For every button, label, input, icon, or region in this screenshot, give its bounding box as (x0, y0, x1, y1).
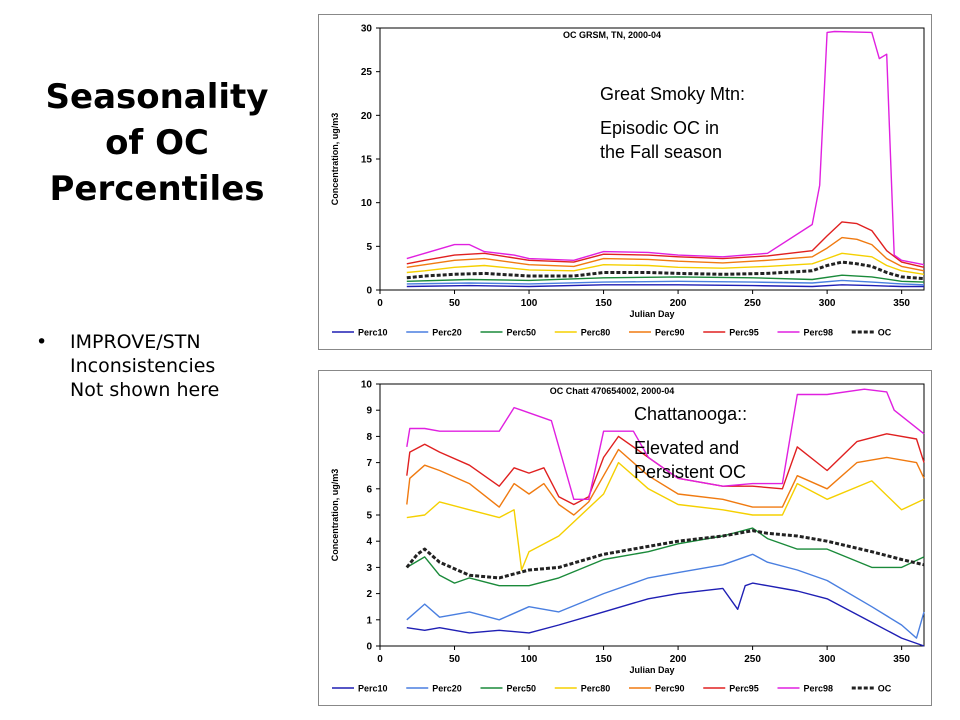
chatt-xtick-label: 350 (893, 654, 910, 665)
slide-title-line: Percentiles (49, 169, 265, 209)
chatt-frame (318, 370, 932, 706)
gsm-series-perc80 (406, 252, 925, 275)
gsm-ytick-label: 0 (366, 286, 372, 297)
chatt-series-perc98 (406, 388, 925, 501)
chatt-xtick-label: 300 (819, 654, 836, 665)
gsm-ytick-label: 15 (361, 155, 373, 166)
annotation-gsm-line: the Fall season (600, 142, 723, 162)
annotation-chatt: Chattanooga:: Elevated and Persistent OC (634, 402, 747, 484)
chatt-xtick-label: 100 (521, 654, 538, 665)
chatt-title: OC Chatt 470654002, 2000-04 (550, 386, 675, 396)
gsm-xtick-label: 200 (670, 298, 687, 309)
chart-gsm-panel: OC GRSM, TN, 2000-04 0 5 10 15 20 25 30 0 50 100 15… (318, 14, 932, 350)
gsm-ytick-label: 20 (361, 111, 373, 122)
annotation-chatt-line: Persistent OC (634, 462, 747, 482)
gsm-series-perc90 (406, 236, 925, 272)
chatt-xtick-label: 200 (670, 654, 687, 665)
chatt-series-oc (405, 529, 925, 580)
gsm-legend-label-perc98: Perc98 (804, 328, 834, 338)
chatt-legend-label-perc50: Perc50 (507, 684, 537, 694)
gsm-xlabel: Julian Day (629, 309, 674, 319)
chatt-ytick-label: 4 (366, 537, 372, 548)
annotation-gsm-line: Episodic OC in (600, 118, 720, 138)
chatt-legend-label-perc20: Perc20 (432, 684, 462, 694)
gsm-xtick-label: 350 (893, 298, 910, 309)
chatt-legend-label-perc10: Perc10 (358, 684, 388, 694)
bullet-dot: • (36, 331, 48, 353)
slide-title: Seasonality of OC Percentiles (22, 74, 292, 212)
chatt-ytick-label: 7 (366, 458, 372, 469)
gsm-xtick-label: 100 (521, 298, 538, 309)
chart-chatt-panel: OC Chatt 470654002, 2000-04 0 1 2 3 4 5 6 7 8 9 10 0… (318, 370, 932, 706)
gsm-legend-label-perc10: Perc10 (358, 328, 388, 338)
chatt-ytick-label: 10 (361, 380, 373, 391)
chatt-series-perc95 (406, 433, 925, 506)
chart-chatt-svg: OC Chatt 470654002, 2000-040123456789100… (318, 370, 932, 706)
gsm-legend-label-perc50: Perc50 (507, 328, 537, 338)
gsm-xtick-label: 250 (744, 298, 761, 309)
chatt-series-perc90 (406, 448, 925, 516)
chatt-legend-label-perc80: Perc80 (581, 684, 611, 694)
bullet-text: IMPROVE/STN Inconsistencies Not shown he… (70, 331, 220, 401)
gsm-legend-label-perc90: Perc90 (655, 328, 685, 338)
chatt-ytick-label: 3 (366, 563, 372, 574)
gsm-series-perc50 (406, 274, 925, 283)
slide-title-line: of OC (105, 123, 209, 163)
annotation-gsm: Great Smoky Mtn: Episodic OC in the Fall… (600, 82, 745, 164)
annotation-gsm-line: Great Smoky Mtn: (600, 84, 746, 104)
chatt-ytick-label: 8 (366, 432, 372, 443)
chatt-legend-label-perc95: Perc95 (729, 684, 759, 694)
chatt-ytick-label: 2 (366, 589, 372, 600)
gsm-series-perc20 (406, 279, 925, 286)
chatt-series-perc10 (406, 582, 925, 647)
chatt-ytick-label: 1 (366, 615, 372, 626)
gsm-series-perc95 (406, 221, 925, 268)
chatt-ytick-label: 6 (366, 484, 372, 495)
gsm-xtick-label: 0 (377, 298, 383, 309)
bullet-item: • IMPROVE/STN Inconsistencies Not shown … (36, 330, 306, 402)
gsm-title: OC GRSM, TN, 2000-04 (563, 30, 661, 40)
gsm-series-perc10 (406, 284, 924, 288)
gsm-ytick-label: 25 (361, 67, 373, 78)
gsm-ytick-label: 10 (361, 198, 373, 209)
chatt-series-perc50 (406, 527, 925, 587)
chatt-ylabel: Concentration, ug/m3 (330, 469, 340, 562)
gsm-legend-label-oc: OC (878, 328, 892, 338)
annotation-chatt-line: Elevated and (634, 438, 740, 458)
gsm-legend-label-perc20: Perc20 (432, 328, 462, 338)
gsm-ytick-label: 5 (366, 242, 372, 253)
chatt-xlabel: Julian Day (629, 665, 674, 675)
gsm-legend-label-perc95: Perc95 (729, 328, 759, 338)
gsm-xtick-label: 150 (595, 298, 612, 309)
chatt-ytick-label: 5 (366, 511, 372, 522)
gsm-xtick-label: 50 (449, 298, 461, 309)
chatt-xtick-label: 0 (377, 654, 383, 665)
chatt-series-perc80 (406, 461, 925, 571)
gsm-ylabel: Concentration, ug/m3 (330, 113, 340, 206)
chatt-legend-label-perc98: Perc98 (804, 684, 834, 694)
chatt-xtick-label: 250 (744, 654, 761, 665)
chatt-series-perc20 (406, 553, 925, 639)
gsm-xtick-label: 300 (819, 298, 836, 309)
chatt-legend-label-oc: OC (878, 684, 892, 694)
chatt-legend-label-perc90: Perc90 (655, 684, 685, 694)
chatt-ytick-label: 9 (366, 406, 372, 417)
chatt-ytick-label: 0 (366, 642, 372, 653)
gsm-legend-label-perc80: Perc80 (581, 328, 611, 338)
gsm-ytick-label: 30 (361, 24, 373, 35)
annotation-chatt-line: Chattanooga:: (634, 404, 748, 424)
gsm-frame (318, 14, 932, 350)
chatt-xtick-label: 150 (595, 654, 612, 665)
slide-title-line: Seasonality (45, 77, 269, 117)
chatt-xtick-label: 50 (449, 654, 461, 665)
gsm-series-perc98 (406, 30, 925, 266)
